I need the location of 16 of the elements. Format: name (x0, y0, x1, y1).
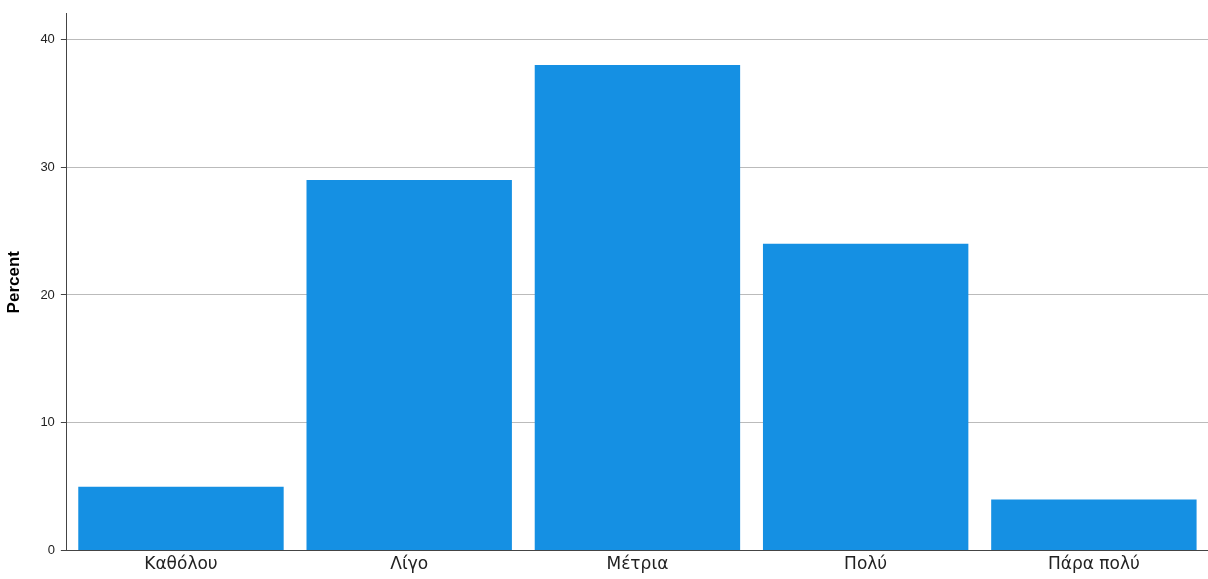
bar (991, 499, 1197, 551)
x-tick-label: Πάρα πολύ (1047, 553, 1140, 574)
y-tick-label: 20 (40, 286, 55, 302)
x-tick-label: Πολύ (844, 553, 888, 574)
bar (762, 243, 969, 551)
x-tick-label: Μέτρια (606, 553, 669, 574)
y-tick-label: 30 (40, 158, 55, 174)
x-tick-label: Λίγο (390, 553, 429, 574)
y-tick-label: 10 (40, 414, 55, 430)
x-tick-label: Καθόλου (144, 553, 218, 574)
bar (78, 486, 284, 551)
y-axis-title: Percent (3, 250, 23, 314)
y-tick-label: 40 (40, 30, 55, 46)
bar (534, 64, 741, 551)
bar (306, 179, 512, 551)
y-tick-label: 0 (47, 542, 55, 558)
